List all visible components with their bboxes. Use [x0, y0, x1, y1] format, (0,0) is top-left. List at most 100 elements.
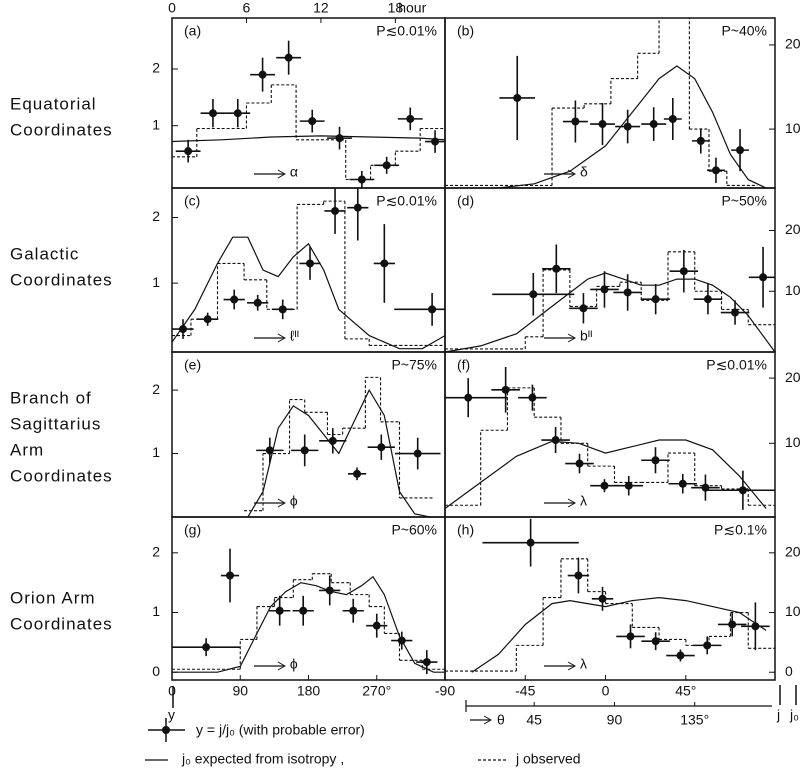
y-tick-label: 10: [785, 120, 801, 136]
panel-frame: [171, 516, 446, 681]
data-point: [300, 446, 309, 455]
panel: [445, 244, 775, 352]
x-tick-label: 90: [232, 683, 248, 699]
theta-tick-label: 45: [526, 712, 542, 728]
axis-label: λ: [580, 656, 587, 672]
expected-curve: [445, 439, 767, 509]
x-tick-label: -45: [515, 683, 535, 699]
probability: P≲0.01%: [376, 193, 437, 209]
y-tick-label: 0: [152, 663, 160, 679]
axis-label: α: [290, 164, 298, 180]
panel-label: (g): [184, 522, 201, 538]
data-point: [357, 175, 366, 184]
data-point: [325, 586, 334, 595]
data-point: [275, 606, 284, 615]
probability: P~50%: [721, 193, 767, 209]
data-point: [184, 147, 193, 156]
data-point: [258, 70, 267, 79]
data-point: [428, 305, 437, 314]
row-label: Arm: [10, 440, 44, 459]
probability: P~60%: [391, 522, 437, 538]
data-point: [751, 622, 760, 631]
y-tick-label: 0: [785, 663, 793, 679]
data-point: [651, 295, 660, 304]
y-tick-label: 2: [152, 60, 160, 76]
probability: P~40%: [721, 23, 767, 39]
panel: [445, 518, 775, 673]
panel-label: (d): [457, 193, 474, 209]
data-point: [353, 469, 362, 478]
top-x-tick-label: 0: [168, 0, 176, 16]
probability: P~75%: [391, 357, 437, 373]
row-labels: Equatorial Coordinates Galactic Coordinates…: [10, 94, 113, 633]
row-label: Coordinates: [10, 270, 113, 289]
x-tick-label: 0: [602, 683, 610, 699]
axis-arrow-head: [567, 498, 577, 508]
x-tick-label: 270°: [362, 683, 391, 699]
panel-label: (h): [457, 522, 474, 538]
row-label: Galactic: [10, 244, 79, 263]
data-point: [651, 456, 660, 465]
data-point: [203, 315, 212, 324]
data-point: [328, 436, 337, 445]
y-tick-label: 10: [785, 603, 801, 619]
theta-tick-label: 135°: [680, 712, 709, 728]
panel-label: (c): [184, 193, 200, 209]
top-x-tick-label: 18: [388, 0, 404, 16]
data-point: [676, 651, 685, 660]
panel: [172, 188, 445, 350]
probability: P≲0.1%: [714, 522, 767, 538]
axis-label: δ: [580, 164, 588, 180]
panel: [172, 548, 445, 675]
data-point: [353, 203, 362, 212]
panel-frame: [444, 17, 776, 189]
axis-label: ϕ: [290, 656, 298, 672]
data-point: [278, 305, 287, 314]
axis-label: bᴵᴵ: [580, 328, 592, 344]
data-point: [703, 295, 712, 304]
data-point: [513, 93, 522, 102]
data-point: [679, 267, 688, 276]
data-point: [623, 122, 632, 131]
legend-points-text: y = j/j₀ (with probable error): [196, 722, 365, 738]
panel-frame: [444, 187, 776, 353]
data-point: [731, 308, 740, 317]
data-point: [651, 637, 660, 646]
data-point: [551, 436, 560, 445]
x-tick-label: 45°: [675, 683, 696, 699]
x-tick-label: 180: [297, 683, 321, 699]
data-point: [422, 658, 431, 667]
panel-frame: [171, 351, 446, 518]
axis-arrow-head: [567, 661, 577, 671]
panel-label: (b): [457, 23, 474, 39]
data-point: [649, 120, 658, 129]
axis-label: ℓᴵᴵ: [290, 328, 299, 344]
data-point: [372, 621, 381, 630]
y-tick-label: 20: [785, 369, 801, 385]
data-point: [668, 114, 677, 123]
row-label: Sagittarius: [10, 414, 101, 433]
y-tick-label: 2: [152, 544, 160, 560]
data-point: [552, 264, 561, 273]
row-label: Coordinates: [10, 466, 113, 485]
data-point: [600, 481, 609, 490]
axis-arrow-head: [567, 169, 577, 179]
y-symbol: y: [168, 707, 175, 723]
y-tick-label: 20: [785, 544, 801, 560]
y-tick-label: 2: [152, 381, 160, 397]
data-point: [759, 273, 768, 282]
j0-symbol: j₀: [789, 707, 799, 723]
data-point: [335, 134, 344, 143]
data-point: [571, 117, 580, 126]
data-point: [529, 290, 538, 299]
panel: [172, 40, 445, 188]
data-point: [526, 538, 535, 547]
row-label: Branch of: [10, 388, 92, 407]
panel-label: (a): [184, 23, 201, 39]
data-point: [711, 166, 720, 175]
data-point: [575, 459, 584, 468]
x-tick-label: 0: [168, 683, 176, 699]
data-point: [728, 620, 737, 629]
data-point: [501, 385, 510, 394]
data-point: [623, 288, 632, 297]
